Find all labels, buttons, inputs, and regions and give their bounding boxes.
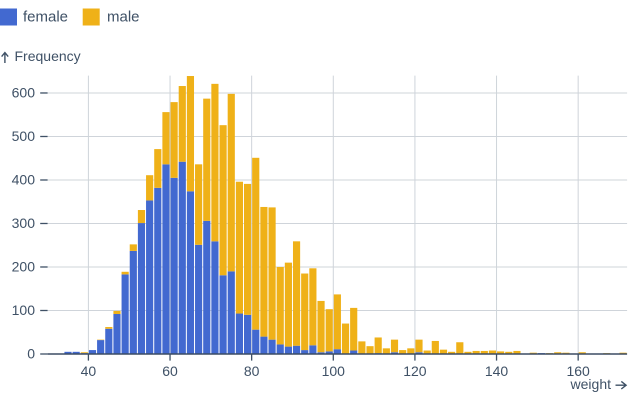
svg-text:600: 600 <box>12 85 36 101</box>
svg-text:female: female <box>23 9 68 26</box>
svg-text:200: 200 <box>12 259 36 275</box>
svg-text:100: 100 <box>322 363 346 379</box>
svg-text:140: 140 <box>485 363 509 379</box>
svg-text:400: 400 <box>12 172 36 188</box>
svg-text:300: 300 <box>12 215 36 231</box>
svg-text:weight: weight <box>570 376 612 392</box>
svg-text:40: 40 <box>81 363 97 379</box>
svg-text:80: 80 <box>244 363 260 379</box>
svg-text:100: 100 <box>12 302 36 318</box>
svg-text:60: 60 <box>162 363 178 379</box>
svg-text:120: 120 <box>403 363 427 379</box>
svg-text:Frequency: Frequency <box>15 48 81 64</box>
svg-text:500: 500 <box>12 128 36 144</box>
svg-text:male: male <box>107 9 140 26</box>
svg-text:0: 0 <box>27 346 35 362</box>
